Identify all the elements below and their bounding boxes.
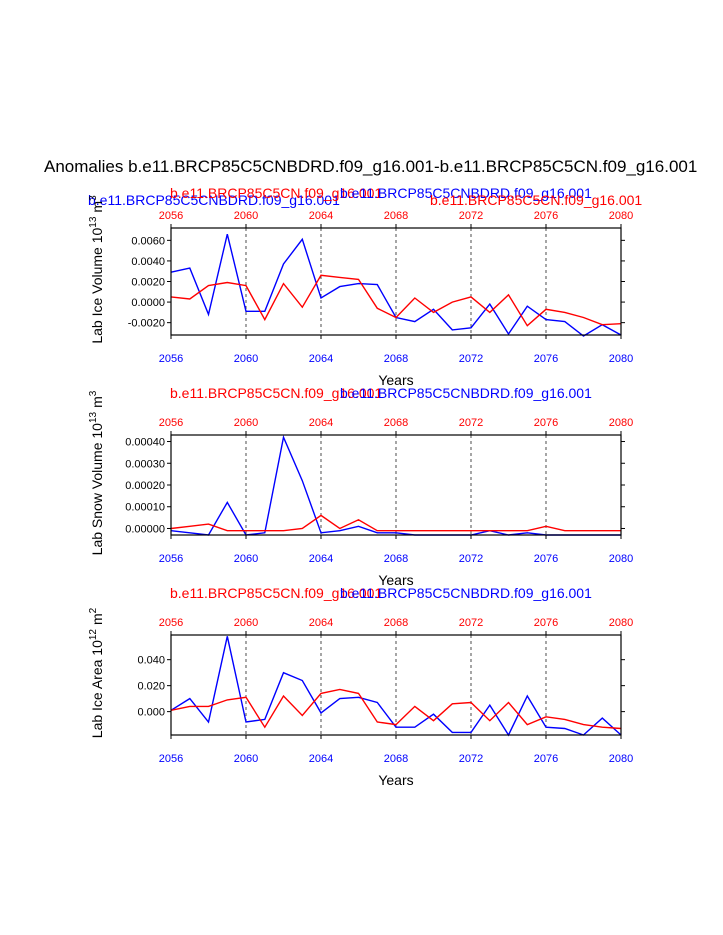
x-tick-label-bottom: 2080 — [609, 553, 633, 565]
x-tick-label-top: 2064 — [309, 210, 333, 222]
x-tick-label-bottom: 2056 — [159, 753, 183, 765]
x-tick-label-bottom: 2064 — [309, 353, 333, 365]
x-tick-label-bottom: 2056 — [159, 553, 183, 565]
y-axis-label-unit: m — [89, 396, 105, 408]
x-tick-label-bottom: 2060 — [234, 353, 258, 365]
x-tick-label-bottom: 2068 — [384, 753, 408, 765]
x-axis-label: Years — [378, 572, 413, 588]
x-tick-label-top: 2060 — [234, 417, 258, 429]
y-axis-label-unit: m — [89, 201, 105, 213]
x-tick-label-top: 2072 — [459, 617, 483, 629]
y-tick-label: 0.00030 — [125, 458, 165, 470]
x-tick-label-bottom: 2072 — [459, 553, 483, 565]
run-title-blue: b.e11.BRCP85C5CNBDRD.f09_g16.001 — [340, 385, 592, 401]
x-tick-label-top: 2080 — [609, 210, 633, 222]
y-tick-label: 0.0040 — [131, 256, 165, 268]
figure-title: Anomalies b.e11.BRCP85C5CNBDRD.f09_g16.0… — [44, 157, 697, 176]
x-tick-label-top: 2072 — [459, 417, 483, 429]
y-axis-label: Lab Snow Volume 1013 m3 — [88, 390, 105, 555]
run-title-red: b.e11.BRCP85C5CN.f09_g16.001 — [170, 185, 382, 201]
y-tick-label: 0.0000 — [131, 297, 165, 309]
panels: -0.0020 0.0000 0.0020 0.0040 0.0060 2056 2056 2… — [88, 185, 642, 788]
y-tick-label: 0.000 — [137, 707, 165, 719]
y-tick-label: -0.0020 — [128, 318, 165, 330]
x-tick-label-bottom: 2076 — [534, 353, 558, 365]
x-tick-label-top: 2080 — [609, 617, 633, 629]
panel-3: 0.000 0.020 0.040 2056 2056 2060 2060 2064 2064 2… — [88, 585, 633, 788]
x-tick-label-bottom: 2080 — [609, 753, 633, 765]
x-tick-label-bottom: 2076 — [534, 553, 558, 565]
run-title-red: b.e11.BRCP85C5CN.f09_g16.001 — [430, 192, 642, 208]
x-tick-label-top: 2060 — [234, 210, 258, 222]
run-title-blue: b.e11.BRCP85C5CNBDRD.f09_g16.001 — [340, 585, 592, 601]
y-axis-label: Lab Ice Area 1012 m2 — [88, 607, 105, 738]
y-axis-label-exponent: 13 — [88, 411, 99, 423]
x-tick-label-top: 2056 — [159, 617, 183, 629]
x-tick-label-top: 2064 — [309, 417, 333, 429]
x-axis-label: Years — [378, 372, 413, 388]
x-tick-label-top: 2056 — [159, 417, 183, 429]
y-tick-label: 0.00020 — [125, 480, 165, 492]
x-tick-label-top: 2068 — [384, 210, 408, 222]
y-axis-label-unit: m — [89, 613, 105, 625]
y-axis-label-unit-exponent: 2 — [88, 607, 99, 613]
x-tick-label-bottom: 2064 — [309, 553, 333, 565]
y-tick-label: 0.020 — [137, 681, 165, 693]
x-tick-label-bottom: 2068 — [384, 553, 408, 565]
x-tick-label-bottom: 2080 — [609, 353, 633, 365]
run-title-red: b.e11.BRCP85C5CN.f09_g16.001 — [170, 585, 382, 601]
y-axis-label-text: Lab Ice Volume 10 — [89, 227, 105, 343]
x-tick-label-bottom: 2072 — [459, 353, 483, 365]
x-tick-label-top: 2064 — [309, 617, 333, 629]
panel-2: 0.00000 0.00010 0.00020 0.00030 0.00040 2056 2… — [88, 385, 633, 588]
y-tick-label: 0.00010 — [125, 502, 165, 514]
series-line-bdrd — [170, 636, 622, 737]
x-tick-label-bottom: 2060 — [234, 753, 258, 765]
y-axis-label-unit-exponent: 3 — [88, 195, 99, 201]
y-axis-label-exponent: 13 — [88, 216, 99, 228]
y-tick-label: 0.0020 — [131, 277, 165, 289]
y-tick-label: 0.0060 — [131, 235, 165, 247]
y-axis-label-exponent: 12 — [88, 629, 99, 641]
x-tick-label-top: 2068 — [384, 417, 408, 429]
x-axis-label: Years — [378, 772, 413, 788]
series-line-cn — [170, 274, 622, 327]
y-tick-label: 0.040 — [137, 655, 165, 667]
x-tick-label-top: 2060 — [234, 617, 258, 629]
x-tick-label-top: 2076 — [534, 210, 558, 222]
run-title-blue: b.e11.BRCP85C5CNBDRD.f09_g16.001 — [88, 192, 340, 208]
x-tick-label-bottom: 2056 — [159, 353, 183, 365]
x-tick-label-top: 2076 — [534, 617, 558, 629]
y-tick-label: 0.00000 — [125, 523, 165, 535]
y-axis-label-text: Lab Ice Area 10 — [89, 640, 105, 738]
x-tick-label-top: 2080 — [609, 417, 633, 429]
x-tick-label-top: 2076 — [534, 417, 558, 429]
x-tick-label-bottom: 2060 — [234, 553, 258, 565]
run-title-red: b.e11.BRCP85C5CN.f09_g16.001 — [170, 385, 382, 401]
y-axis-label: Lab Ice Volume 1013 m3 — [88, 195, 105, 344]
y-tick-label: 0.00040 — [125, 437, 165, 449]
run-title-blue: b.e11.BRCP85C5CNBDRD.f09_g16.001 — [340, 185, 592, 201]
x-tick-label-bottom: 2068 — [384, 353, 408, 365]
x-tick-label-top: 2056 — [159, 210, 183, 222]
series-line-cn — [170, 514, 621, 532]
x-tick-label-bottom: 2076 — [534, 753, 558, 765]
series-line-cn — [170, 688, 622, 730]
x-tick-label-bottom: 2064 — [309, 753, 333, 765]
x-tick-label-top: 2072 — [459, 210, 483, 222]
x-tick-label-bottom: 2072 — [459, 753, 483, 765]
panel-1: -0.0020 0.0000 0.0020 0.0040 0.0060 2056 2056 2… — [88, 185, 642, 388]
y-axis-label-unit-exponent: 3 — [88, 390, 99, 396]
y-axis-label-text: Lab Snow Volume 10 — [89, 423, 105, 556]
x-tick-label-top: 2068 — [384, 617, 408, 629]
